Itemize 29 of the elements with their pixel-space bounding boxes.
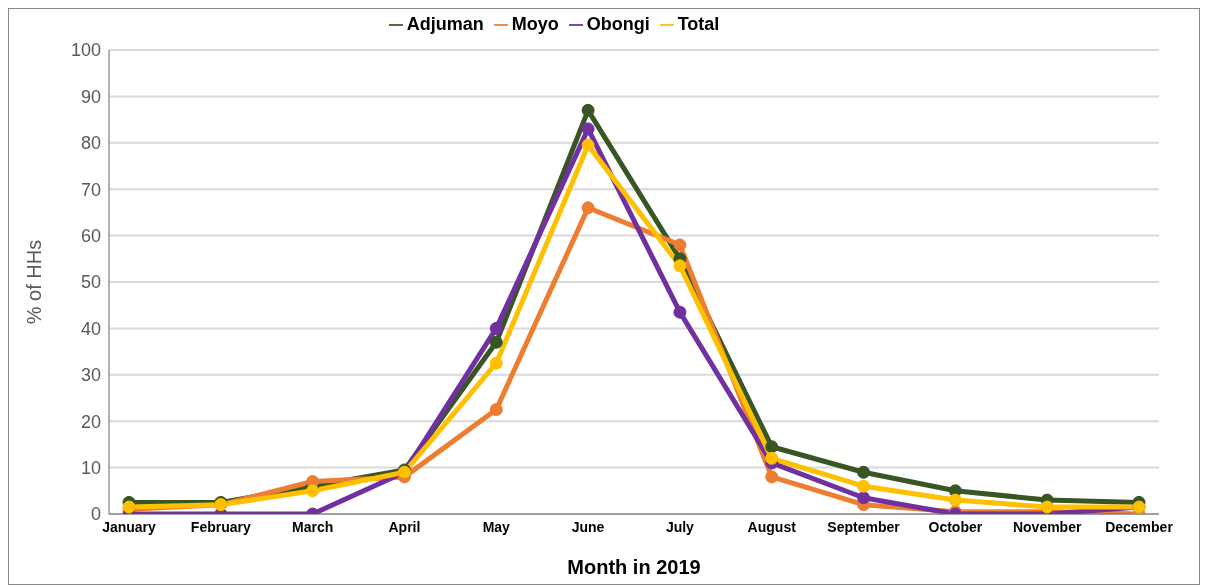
y-tick-label: 30 — [80, 365, 101, 386]
x-tick-label: September — [827, 518, 901, 535]
legend-label: Obongi — [586, 14, 650, 34]
y-tick-label: 10 — [80, 457, 101, 478]
y-tick-label: 0 — [90, 504, 101, 525]
x-tick-label: October — [928, 518, 983, 535]
x-tick-label: December — [1105, 518, 1174, 535]
legend-label: Moyo — [511, 14, 559, 34]
x-tick-label: November — [1012, 518, 1082, 535]
y-tick-label: 50 — [80, 272, 101, 293]
legend-label: Adjuman — [406, 14, 484, 34]
x-tick-label: January — [102, 518, 157, 535]
y-axis-title: % of HHs — [23, 239, 46, 325]
legend-label: Total — [677, 14, 720, 34]
x-tick-label: March — [292, 518, 334, 535]
y-tick-label: 40 — [80, 318, 101, 339]
x-tick-label: August — [747, 518, 797, 535]
x-tick-label: July — [665, 518, 695, 535]
y-tick-label: 20 — [80, 411, 101, 432]
x-tick-label: February — [190, 518, 251, 535]
x-axis-title: Month in 2019 — [567, 556, 701, 578]
y-tick-label: 60 — [80, 225, 101, 246]
x-tick-label: April — [388, 518, 421, 535]
y-tick-label: 90 — [80, 86, 101, 107]
y-tick-label: 80 — [80, 133, 101, 154]
x-tick-label: May — [482, 518, 511, 535]
x-tick-label: June — [571, 518, 605, 535]
y-tick-label: 100 — [70, 40, 101, 61]
y-tick-label: 70 — [80, 179, 101, 200]
